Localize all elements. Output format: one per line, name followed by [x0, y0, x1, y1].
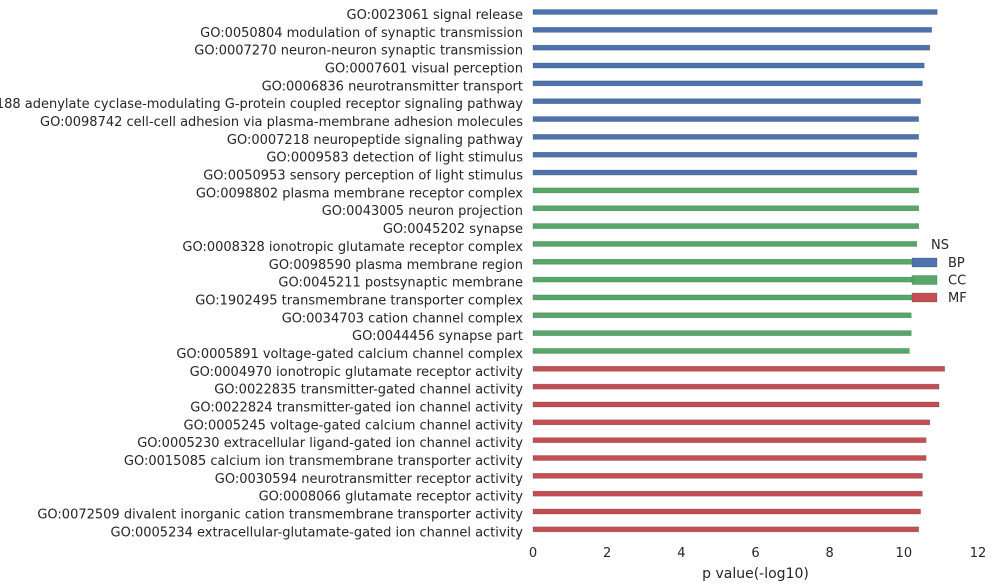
bar-bp	[532, 80, 923, 87]
category-label: GO:0022824 transmitter-gated ion channel…	[190, 400, 523, 415]
legend-swatch-cc	[911, 275, 938, 285]
bar-cc	[532, 330, 912, 336]
bar-cc	[532, 223, 919, 229]
bar-cc	[532, 187, 919, 194]
bar-bp	[532, 116, 919, 122]
legend-swatch-bp	[911, 257, 938, 268]
category-label: GO:0098802 plasma membrane receptor comp…	[196, 186, 523, 201]
category-label: GO:0006836 neurotransmitter transport	[262, 79, 523, 94]
bar-series	[532, 9, 945, 533]
x-tick-label: 8	[826, 546, 834, 561]
legend-label-bp: BP	[948, 256, 965, 271]
x-tick-label: 12	[970, 546, 987, 561]
category-label: GO:0007218 neuropeptide signaling pathwa…	[227, 133, 523, 148]
bar-bp	[532, 134, 919, 140]
category-label: GO:1902495 transmembrane transporter com…	[195, 293, 523, 308]
category-label: GO:0072509 divalent inorganic cation tra…	[37, 508, 523, 523]
x-tick-label: 0	[529, 546, 537, 561]
bar-mf	[532, 508, 921, 515]
category-label: GO:0005891 voltage-gated calcium channel…	[176, 347, 523, 362]
category-label: GO:0008066 glutamate receptor activity	[259, 490, 524, 505]
category-label: GO:0015085 calcium ion transmembrane tra…	[124, 454, 523, 469]
category-label: GO:0050804 modulation of synaptic transm…	[200, 26, 523, 41]
category-label: GO:0005234 extracellular-glutamate-gated…	[111, 525, 524, 540]
legend-swatch-mf	[911, 292, 938, 303]
bar-bp	[532, 98, 921, 104]
bar-mf	[532, 365, 945, 372]
bar-mf	[532, 437, 927, 443]
category-label: GO:0005230 extracellular ligand-gated io…	[137, 436, 523, 451]
category-label: GO:0009583 detection of light stimulus	[266, 151, 523, 166]
category-label: GO:0098742 cell-cell adhesion via plasma…	[40, 115, 523, 130]
x-tick-label: 10	[896, 546, 913, 561]
bar-mf	[532, 490, 923, 497]
x-tick-label: 2	[603, 546, 611, 561]
bar-mf	[532, 383, 940, 390]
bar-bp	[532, 44, 931, 51]
category-label: GO:0007188 adenylate cyclase-modulating …	[0, 97, 523, 112]
category-label: GO:0008328 ionotropic glutamate receptor…	[182, 240, 523, 255]
category-label: GO:0007601 visual perception	[325, 62, 523, 77]
category-labels: GO:0023061 signal release GO:0050804 modu…	[0, 8, 523, 540]
bar-bp	[532, 169, 918, 176]
category-label: GO:0004970 ionotropic glutamate receptor…	[190, 365, 524, 380]
legend: NS BP CC MF	[911, 238, 967, 306]
category-label: GO:0098590 plasma membrane region	[269, 258, 523, 273]
legend-title: NS	[931, 238, 949, 253]
bar-mf	[532, 401, 940, 408]
bar-mf	[532, 526, 919, 533]
category-label: GO:0043005 neuron projection	[322, 204, 523, 219]
bar-mf	[532, 419, 931, 426]
x-axis-ticks: 0 2 4 6 8 10 12	[529, 546, 986, 561]
legend-label-cc: CC	[948, 274, 966, 289]
category-label: GO:0034703 cation channel complex	[282, 311, 524, 326]
category-label: GO:0045202 synapse	[383, 222, 523, 237]
bar-cc	[532, 258, 914, 265]
bar-cc	[532, 348, 910, 354]
bar-cc	[532, 276, 914, 283]
bar-mf	[532, 455, 927, 461]
bar-cc	[532, 205, 919, 212]
category-label: GO:0007270 neuron-neuron synaptic transm…	[194, 44, 523, 59]
category-label: GO:0023061 signal release	[347, 8, 523, 23]
bar-cc	[532, 241, 918, 247]
bar-cc	[532, 294, 914, 301]
category-label: GO:0022835 transmitter-gated channel act…	[214, 383, 523, 398]
x-tick-label: 6	[751, 546, 759, 561]
x-tick-label: 4	[677, 546, 685, 561]
category-label: GO:0030594 neurotransmitter receptor act…	[215, 472, 524, 487]
bar-mf	[532, 473, 923, 479]
category-label: GO:0005245 voltage-gated calcium channel…	[184, 418, 524, 433]
category-label: GO:0044456 synapse part	[352, 329, 523, 344]
x-axis-title: p value(-log10)	[702, 566, 809, 582]
category-label: GO:0050953 sensory perception of light s…	[203, 169, 523, 184]
bar-bp	[532, 27, 932, 33]
category-label: GO:0045211 postsynaptic membrane	[278, 276, 523, 291]
bar-bp	[532, 62, 925, 69]
legend-label-mf: MF	[948, 291, 967, 306]
bar-bp	[532, 151, 918, 158]
bar-cc	[532, 312, 912, 319]
bar-bp	[532, 9, 938, 15]
